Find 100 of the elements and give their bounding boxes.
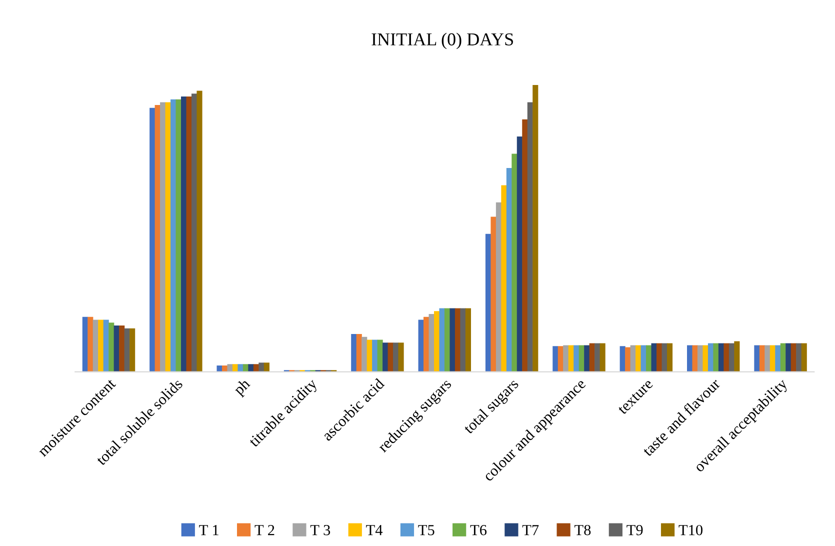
bar bbox=[728, 343, 734, 372]
bar bbox=[780, 343, 786, 372]
bar bbox=[713, 343, 719, 372]
bar bbox=[552, 346, 558, 372]
bar bbox=[666, 343, 673, 372]
bar bbox=[532, 85, 538, 372]
bar bbox=[770, 345, 776, 372]
bar bbox=[790, 343, 796, 372]
bar bbox=[232, 364, 238, 372]
bar bbox=[563, 345, 569, 372]
legend-label: T 1 bbox=[199, 525, 218, 536]
bar bbox=[150, 108, 156, 372]
bar bbox=[170, 99, 176, 372]
bar bbox=[568, 345, 574, 372]
bar bbox=[92, 320, 98, 372]
bar bbox=[702, 345, 708, 372]
bar bbox=[697, 345, 704, 372]
bar bbox=[165, 102, 171, 372]
bar bbox=[154, 105, 160, 372]
bar bbox=[398, 342, 404, 372]
bar bbox=[620, 346, 626, 372]
bar bbox=[180, 96, 187, 372]
bar bbox=[382, 342, 388, 372]
bar bbox=[724, 343, 730, 372]
bar bbox=[754, 345, 760, 372]
bar bbox=[630, 345, 636, 372]
bar bbox=[191, 94, 198, 372]
bar bbox=[216, 366, 222, 372]
bar bbox=[589, 343, 595, 372]
bar bbox=[227, 364, 233, 372]
bar bbox=[490, 216, 496, 372]
bar bbox=[578, 345, 584, 372]
bar bbox=[512, 154, 518, 372]
legend-label: T10 bbox=[678, 524, 702, 536]
bar bbox=[522, 119, 528, 372]
bar bbox=[796, 343, 802, 372]
bar bbox=[351, 334, 357, 372]
bar bbox=[558, 346, 564, 372]
bar bbox=[114, 325, 120, 372]
bar bbox=[594, 343, 600, 372]
bar bbox=[506, 168, 512, 372]
bar bbox=[424, 316, 430, 372]
legend-label: T 2 bbox=[254, 524, 274, 536]
bar bbox=[465, 308, 471, 372]
bar bbox=[356, 334, 362, 372]
bar bbox=[258, 362, 264, 372]
bar bbox=[708, 343, 714, 372]
bar bbox=[501, 185, 507, 372]
bar bbox=[253, 364, 259, 372]
legend-label: T6 bbox=[470, 524, 487, 536]
legend-label: T8 bbox=[574, 524, 591, 536]
bar bbox=[196, 90, 202, 372]
chart-title: INITIAL (0) DAYS bbox=[372, 32, 513, 50]
bar bbox=[646, 345, 652, 372]
bar bbox=[238, 364, 244, 372]
bar bbox=[718, 343, 724, 372]
bar bbox=[119, 325, 125, 372]
bar bbox=[362, 336, 368, 372]
bar bbox=[450, 308, 456, 372]
bar bbox=[759, 345, 765, 372]
bar bbox=[574, 345, 580, 372]
bar bbox=[600, 343, 606, 372]
bar bbox=[686, 345, 693, 372]
bar bbox=[377, 340, 383, 372]
bar bbox=[428, 314, 434, 372]
bar bbox=[527, 102, 533, 372]
x-tick-label: ph bbox=[232, 378, 253, 398]
bar bbox=[434, 311, 440, 372]
bar bbox=[734, 341, 740, 372]
bar bbox=[584, 345, 590, 372]
bar bbox=[496, 202, 502, 372]
legend-label: T4 bbox=[366, 525, 383, 536]
bar bbox=[640, 345, 646, 372]
legend-label: T5 bbox=[418, 525, 434, 536]
legend-label: T7 bbox=[522, 525, 539, 536]
bar bbox=[388, 342, 394, 372]
bar bbox=[439, 308, 445, 372]
bar bbox=[108, 322, 114, 372]
bar bbox=[460, 308, 466, 372]
bar bbox=[636, 345, 642, 372]
bar bbox=[98, 320, 104, 372]
legend-label: T 3 bbox=[310, 524, 330, 536]
bar bbox=[176, 99, 182, 372]
bar bbox=[103, 320, 109, 372]
bar bbox=[775, 345, 781, 372]
bar bbox=[625, 347, 631, 372]
bar bbox=[160, 102, 166, 372]
bar bbox=[786, 343, 792, 372]
bar bbox=[186, 96, 192, 372]
bar bbox=[651, 343, 657, 372]
bar bbox=[662, 343, 668, 372]
bar bbox=[248, 364, 254, 372]
bar bbox=[88, 316, 94, 372]
legend-label: T9 bbox=[626, 524, 643, 536]
bar bbox=[516, 136, 522, 372]
bar bbox=[130, 328, 136, 372]
bar bbox=[264, 362, 270, 372]
bar bbox=[372, 340, 378, 372]
bar bbox=[485, 234, 492, 372]
bar bbox=[418, 320, 424, 372]
